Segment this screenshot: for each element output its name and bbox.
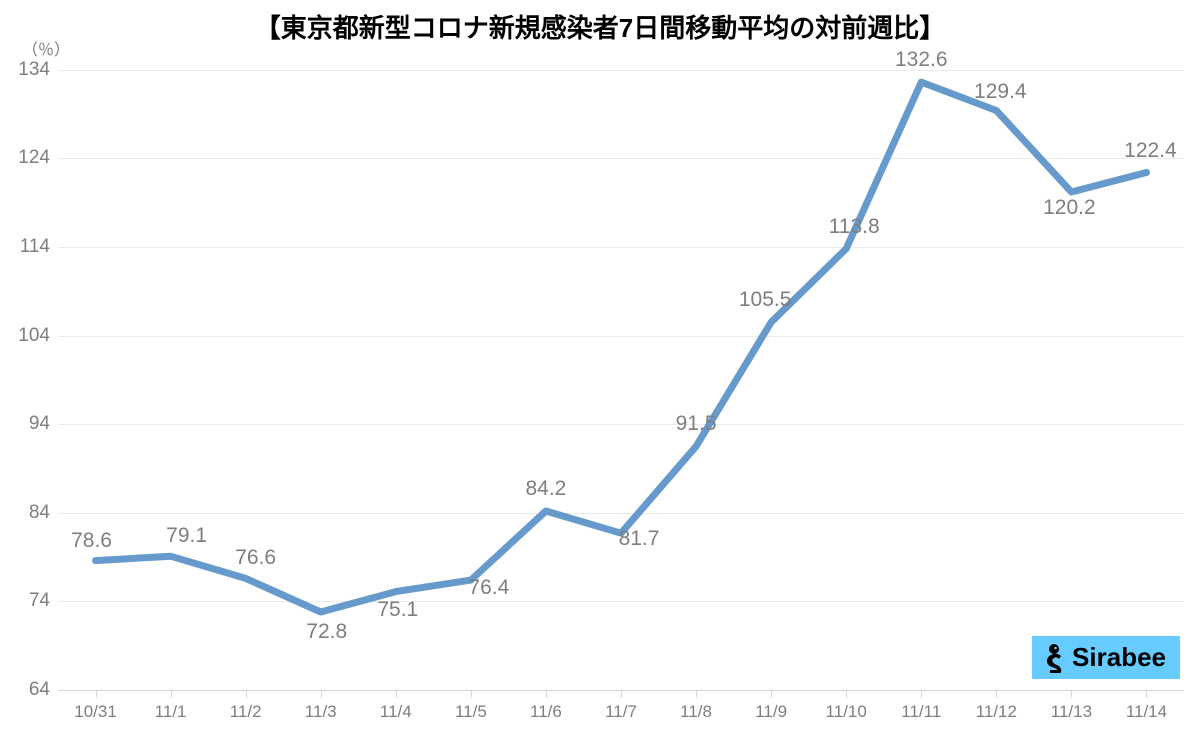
data-point-label: 120.2 bbox=[1043, 196, 1096, 220]
data-point-label: 113.8 bbox=[829, 215, 880, 239]
line-plot bbox=[0, 0, 1200, 737]
data-point-label: 122.4 bbox=[1124, 139, 1177, 163]
data-point-label: 79.1 bbox=[166, 524, 207, 548]
data-point-label: 76.4 bbox=[468, 576, 509, 600]
data-point-label: 84.2 bbox=[525, 477, 566, 501]
data-point-label: 129.4 bbox=[974, 80, 1027, 104]
sirabee-logo-text: Sirabee bbox=[1072, 642, 1166, 673]
chart-container: 【東京都新型コロナ新規感染者7日間移動平均の対前週比】 （％） 64748494… bbox=[0, 0, 1200, 737]
data-point-label: 76.6 bbox=[235, 546, 276, 570]
data-point-label: 81.7 bbox=[619, 527, 660, 551]
data-point-label: 75.1 bbox=[377, 598, 418, 622]
data-point-label: 105.5 bbox=[739, 288, 792, 312]
data-point-label: 91.5 bbox=[676, 412, 717, 436]
sirabee-icon bbox=[1042, 643, 1066, 673]
data-point-label: 132.6 bbox=[895, 48, 948, 72]
sirabee-logo: Sirabee bbox=[1032, 636, 1180, 679]
data-point-label: 72.8 bbox=[306, 620, 347, 644]
data-point-label: 78.6 bbox=[71, 529, 112, 553]
